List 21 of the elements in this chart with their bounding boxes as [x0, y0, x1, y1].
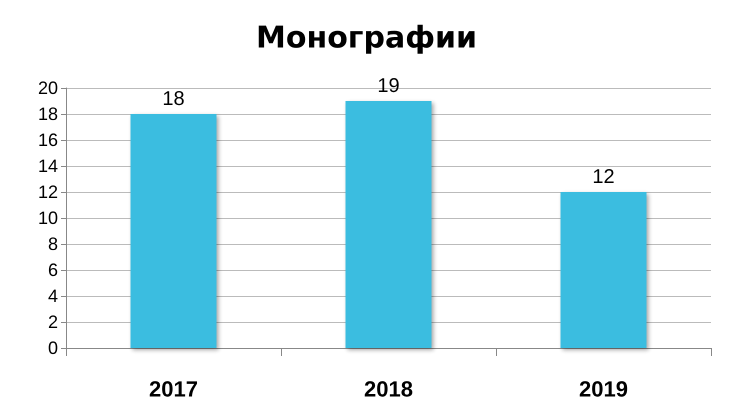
y-tick-label: 2: [48, 312, 58, 332]
y-tick-label: 18: [38, 104, 58, 124]
data-label: 19: [377, 75, 400, 97]
data-label: 18: [162, 88, 185, 110]
x-tick-label: 2019: [579, 376, 628, 402]
y-tick-label: 10: [38, 208, 58, 228]
y-tick-label: 6: [48, 260, 58, 280]
chart-title: Монографии: [256, 20, 478, 56]
y-tick-label: 14: [38, 156, 58, 176]
data-label: 12: [592, 166, 615, 188]
y-tick-label: 12: [38, 182, 58, 202]
y-tick-label: 20: [38, 78, 58, 98]
bar: [560, 192, 646, 348]
bar: [346, 101, 432, 348]
y-tick-label: 0: [48, 338, 58, 358]
y-tick-label: 16: [38, 130, 58, 150]
x-tick-label: 2017: [149, 376, 198, 402]
x-tick-label: 2018: [364, 376, 413, 402]
y-tick-label: 8: [48, 234, 58, 254]
bar: [130, 114, 216, 348]
y-tick-label: 4: [48, 286, 58, 306]
